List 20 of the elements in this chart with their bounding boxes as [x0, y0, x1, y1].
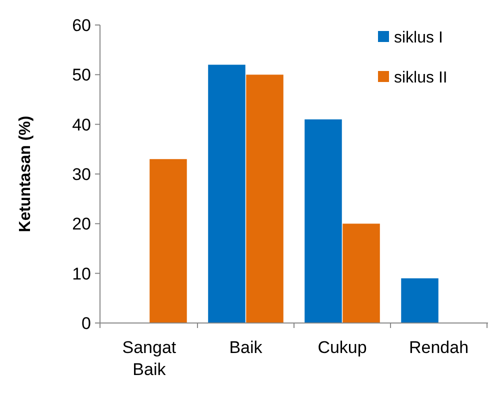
bar — [208, 64, 246, 323]
bar — [150, 159, 187, 323]
y-tick-label: 20 — [72, 214, 91, 234]
legend-label: siklus II — [394, 70, 448, 87]
bar — [246, 74, 284, 323]
x-tick-label: Cukup — [318, 338, 367, 357]
x-tick-label: Sangat Baik — [122, 338, 176, 379]
y-tick-label: 10 — [72, 264, 91, 284]
y-tick-label: 50 — [72, 66, 91, 85]
x-tick-label: Baik — [229, 338, 263, 357]
y-tick-label: 40 — [72, 115, 91, 134]
legend-label: siklus I — [394, 30, 443, 47]
y-tick-label: 30 — [72, 164, 91, 184]
y-tick-label: 60 — [72, 16, 91, 35]
bar — [304, 119, 342, 323]
bar — [342, 224, 380, 323]
x-tick-label: Rendah — [408, 338, 469, 357]
y-axis-title: Ketuntasan (%) — [17, 116, 34, 232]
bar — [401, 278, 438, 323]
y-tick-label: 0 — [82, 314, 91, 333]
